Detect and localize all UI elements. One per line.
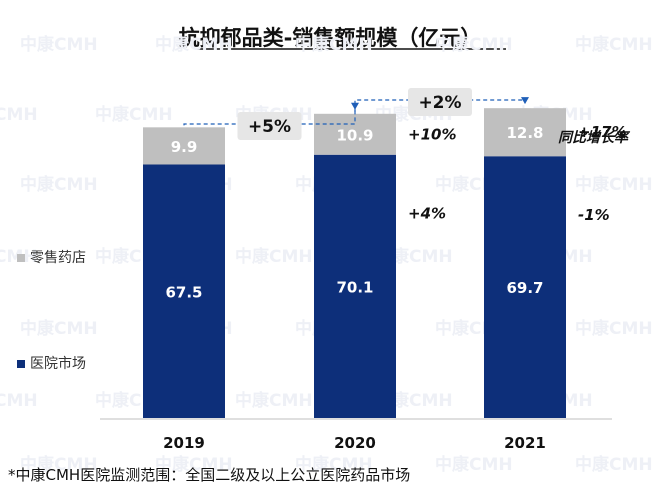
watermark-text: 中康CMH: [20, 318, 98, 339]
growth-total-2020: +5%: [248, 117, 291, 137]
label-hospital-2021: 69.7: [506, 279, 543, 297]
watermark-text: 中康CMH: [0, 104, 38, 125]
watermark-text: 中康CMH: [20, 454, 98, 475]
footnote: *中康CMH医院监测范围：全国二级及以上公立医院药品市场: [8, 466, 411, 484]
bar-hospital-2019: [143, 164, 225, 418]
growth-box-2021: [408, 88, 472, 116]
bar-retail-2019: [143, 127, 225, 165]
watermark-text: 中康CMH: [575, 34, 653, 55]
x-tick-2019: 2019: [163, 434, 205, 452]
legend-label-1: 医院市场: [30, 355, 86, 372]
watermark-text: 中康CMH: [575, 454, 653, 475]
label-retail-2021: 12.8: [506, 124, 543, 142]
watermark-text: 中康CMH: [575, 174, 653, 195]
growth-arrowhead-2020: [351, 102, 359, 110]
growth-retail-2021: +17%: [578, 123, 626, 141]
legend-label-0: 零售药店: [30, 250, 86, 266]
watermark-text: 中康CMH: [20, 174, 98, 195]
growth-hospital-2021: -1%: [578, 206, 610, 224]
bar-retail-2021: [484, 108, 566, 157]
watermark-text: 中康CMH: [435, 34, 513, 55]
watermark-text: 中康CMH: [155, 454, 233, 475]
x-tick-2021: 2021: [504, 434, 546, 452]
growth-retail-2020: +10%: [408, 125, 456, 143]
legend-swatch-1: [17, 360, 25, 368]
growth-hospital-2020: +4%: [408, 205, 446, 223]
bar-hospital-2021: [484, 156, 566, 418]
label-hospital-2019: 67.5: [165, 283, 202, 301]
watermark-text: 中康CMH: [435, 454, 513, 475]
growth-box-2020: [237, 112, 302, 140]
label-retail-2020: 10.9: [336, 126, 373, 144]
growth-rate-header: 同比增长率: [558, 129, 631, 146]
watermark-text: 中康CMH: [0, 390, 38, 411]
label-hospital-2020: 70.1: [336, 278, 373, 296]
growth-total-2021: +2%: [418, 93, 461, 113]
watermark-text: 中康CMH: [155, 34, 233, 55]
growth-arrowhead-2021: [521, 97, 529, 105]
watermark-text: 中康CMH: [235, 390, 313, 411]
watermark-text: 中康CMH: [295, 34, 373, 55]
label-retail-2019: 9.9: [171, 138, 198, 156]
watermark-text: 中康CMH: [95, 104, 173, 125]
watermark-text: 中康CMH: [20, 34, 98, 55]
bar-hospital-2020: [314, 154, 396, 419]
x-tick-2020: 2020: [334, 434, 376, 452]
legend-swatch-0: [17, 254, 25, 262]
watermark-text: 中康CMH: [235, 246, 313, 267]
chart-title: 抗抑郁品类-销售额规模（亿元）: [178, 26, 482, 50]
watermark-text: 中康CMH: [575, 318, 653, 339]
watermark-text: 中康CMH: [295, 454, 373, 475]
